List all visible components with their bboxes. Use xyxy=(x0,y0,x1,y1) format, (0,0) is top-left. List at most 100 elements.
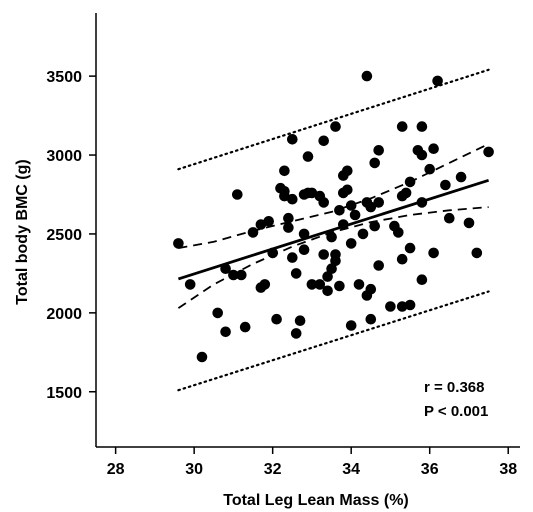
data-point xyxy=(287,193,298,205)
data-point xyxy=(396,121,408,132)
y-tick-label: 3000 xyxy=(46,148,82,165)
data-point xyxy=(416,121,428,132)
data-point xyxy=(338,219,349,230)
data-point xyxy=(271,313,282,325)
data-point xyxy=(400,187,412,199)
data-point xyxy=(287,134,298,145)
p-value-annotation: P < 0.001 xyxy=(424,403,488,420)
data-point xyxy=(294,315,306,327)
data-point xyxy=(440,179,451,191)
data-point xyxy=(385,301,396,312)
regression-line xyxy=(177,178,490,281)
x-tick-label: 38 xyxy=(499,461,517,478)
data-point xyxy=(444,212,455,224)
axes xyxy=(95,13,520,448)
data-point xyxy=(283,212,294,224)
data-point xyxy=(334,280,345,292)
data-point xyxy=(298,228,310,240)
data-point xyxy=(471,247,483,259)
data-point xyxy=(259,279,271,290)
data-point xyxy=(228,269,239,281)
data-point xyxy=(290,268,302,279)
r-value-annotation: r = 0.368 xyxy=(424,379,484,396)
data-point xyxy=(298,244,310,255)
data-point xyxy=(318,135,330,147)
data-point xyxy=(393,227,404,238)
x-tick-label: 32 xyxy=(264,461,282,478)
data-point xyxy=(345,238,357,249)
data-point xyxy=(173,238,184,249)
data-point xyxy=(373,145,385,156)
data-point xyxy=(455,171,467,183)
x-tick-label: 30 xyxy=(185,461,203,478)
data-point xyxy=(483,146,494,158)
data-point xyxy=(345,320,357,331)
data-point xyxy=(232,189,243,200)
data-point xyxy=(416,197,428,208)
data-point xyxy=(326,231,337,243)
data-points xyxy=(173,70,494,363)
data-point xyxy=(361,70,373,82)
data-point xyxy=(263,216,275,227)
data-point xyxy=(373,260,385,271)
data-point xyxy=(416,149,428,161)
prediction-band-upper xyxy=(177,68,490,171)
prediction-band-lower xyxy=(177,290,490,392)
data-point xyxy=(345,200,357,211)
data-point xyxy=(357,228,369,240)
data-point xyxy=(373,197,385,208)
data-point xyxy=(365,201,377,213)
data-point xyxy=(396,301,408,312)
data-point xyxy=(220,263,231,275)
data-point xyxy=(212,307,223,319)
data-point xyxy=(184,279,196,290)
data-point xyxy=(290,328,302,339)
data-point xyxy=(463,217,475,229)
data-point xyxy=(196,351,208,363)
data-point xyxy=(353,279,365,290)
data-point xyxy=(330,121,341,132)
data-point xyxy=(302,151,314,162)
data-point xyxy=(369,157,381,169)
data-point xyxy=(334,205,345,216)
data-point xyxy=(349,209,361,221)
data-point xyxy=(236,269,247,281)
data-point xyxy=(342,165,353,177)
x-tick-label: 28 xyxy=(107,461,125,478)
x-tick-label: 36 xyxy=(421,461,439,478)
data-point xyxy=(287,252,298,263)
y-ticks: 1500 2000 2500 3000 3500 xyxy=(46,69,96,402)
data-point xyxy=(314,279,326,290)
data-point xyxy=(365,313,377,325)
data-point xyxy=(279,165,290,177)
y-tick-label: 3500 xyxy=(46,69,82,86)
confidence-band-upper xyxy=(178,143,489,249)
data-point xyxy=(432,75,443,87)
data-point xyxy=(428,247,439,259)
bands xyxy=(177,68,490,392)
data-point xyxy=(396,253,408,265)
data-point xyxy=(267,247,279,259)
data-point xyxy=(283,222,294,233)
data-point xyxy=(318,249,330,260)
data-point xyxy=(247,227,259,238)
y-tick-label: 2500 xyxy=(46,227,82,244)
data-point xyxy=(428,143,439,154)
x-axis-title: Total Leg Lean Mass (%) xyxy=(223,492,409,509)
data-point xyxy=(318,197,330,208)
data-point xyxy=(404,299,416,311)
data-point xyxy=(365,283,377,295)
data-point xyxy=(416,274,428,286)
y-axis-title: Total body BMC (g) xyxy=(14,159,31,304)
data-point xyxy=(404,242,416,254)
data-point xyxy=(326,263,337,275)
y-tick-label: 2000 xyxy=(46,306,82,323)
data-point xyxy=(424,163,436,175)
data-point xyxy=(369,220,381,232)
data-point xyxy=(239,321,251,333)
x-ticks: 28 30 32 34 36 38 xyxy=(107,447,517,478)
y-tick-label: 1500 xyxy=(46,385,82,402)
data-point xyxy=(404,176,416,188)
data-point xyxy=(322,285,333,297)
